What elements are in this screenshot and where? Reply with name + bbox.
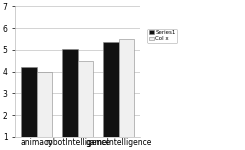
Bar xyxy=(103,42,119,150)
Bar xyxy=(78,61,93,150)
Bar xyxy=(62,49,78,150)
Bar xyxy=(119,39,135,150)
Bar xyxy=(21,67,37,150)
Bar xyxy=(37,72,52,150)
Legend: Series1, Col x: Series1, Col x xyxy=(147,29,177,43)
